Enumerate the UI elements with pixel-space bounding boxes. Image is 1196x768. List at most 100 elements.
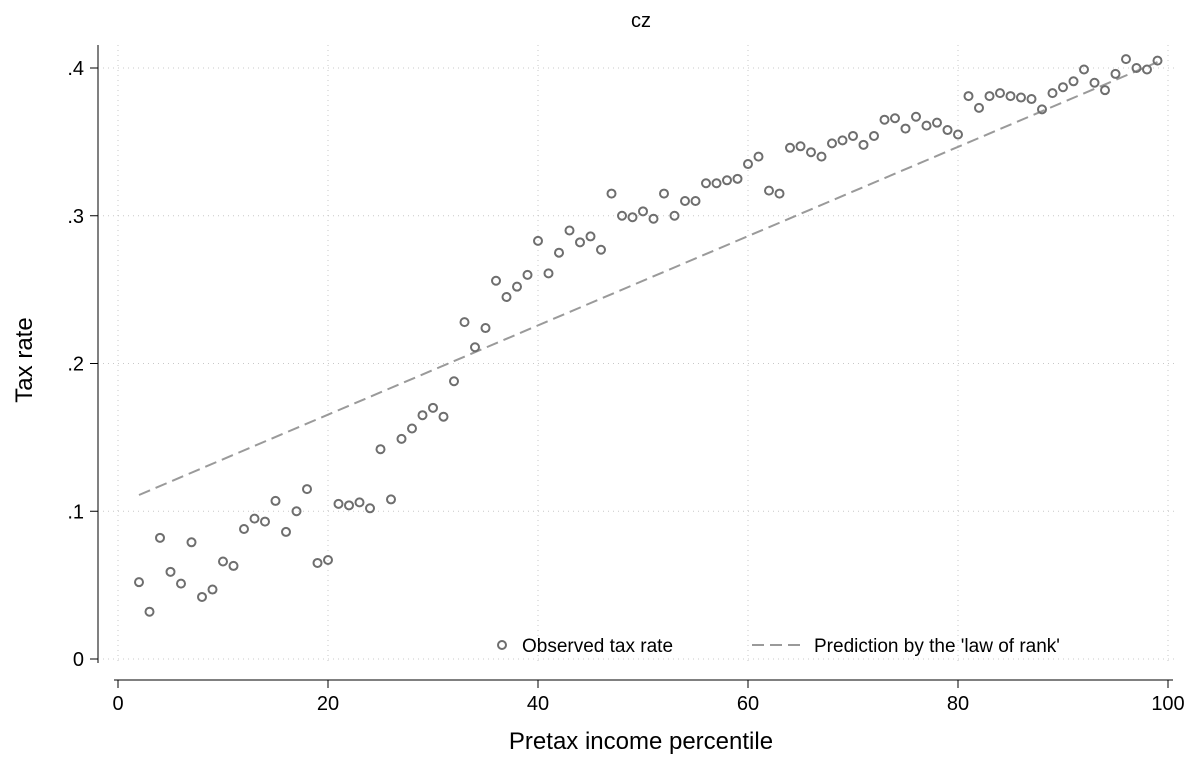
observed-point (1047, 88, 1058, 99)
observed-point (449, 376, 459, 387)
observed-point (984, 91, 995, 102)
observed-point (879, 114, 890, 125)
observed-point (806, 147, 816, 158)
observed-point (323, 555, 333, 566)
observed-point (638, 206, 648, 217)
observed-point (827, 138, 837, 149)
legend: Observed tax rate Prediction by the 'law… (497, 636, 1060, 657)
observed-point (711, 178, 722, 189)
observed-point (785, 142, 795, 153)
y-tick-label: .2 (67, 354, 84, 376)
observed-point (774, 188, 785, 199)
observed-point (627, 212, 638, 223)
observed-point (218, 556, 228, 567)
observed-point (165, 566, 176, 577)
grid-lines (103, 45, 1178, 665)
y-tick-label: 0 (73, 649, 84, 671)
observed-point (239, 523, 249, 534)
x-tick-label: 0 (112, 693, 123, 715)
observed-point (176, 578, 186, 589)
chart-title: cz (631, 10, 651, 32)
observed-point (302, 484, 312, 495)
x-tick-label: 40 (527, 693, 549, 715)
observed-point (795, 141, 806, 152)
observed-point (680, 195, 690, 206)
x-tick-label: 20 (317, 693, 339, 715)
observed-point (1142, 64, 1152, 75)
observed-point (554, 247, 564, 258)
observed-point (1016, 92, 1026, 103)
observed-point (585, 231, 596, 242)
observed-point (228, 560, 239, 571)
observed-point (858, 139, 869, 150)
observed-point (575, 237, 585, 248)
legend-marker-observed (497, 640, 507, 650)
observed-point (470, 342, 480, 353)
observed-point (701, 178, 711, 189)
observed-point (974, 102, 984, 113)
legend-label-prediction: Prediction by the 'law of rank' (814, 636, 1060, 657)
observed-point (438, 411, 449, 422)
observed-point (386, 494, 396, 505)
axes: 0 .1 .2 .3 .4 0 20 40 60 80 100 (67, 45, 1185, 715)
observed-point (428, 402, 438, 413)
observed-point (1089, 77, 1100, 88)
observed-point (753, 151, 764, 162)
observed-point (816, 151, 827, 162)
y-axis-label: Tax rate (11, 317, 38, 402)
observed-point (291, 506, 302, 517)
observed-point (501, 292, 512, 303)
observed-point (1131, 63, 1142, 73)
observed-point (890, 113, 900, 124)
observed-point (942, 125, 953, 136)
y-tick-label: .3 (67, 206, 84, 228)
observed-point (900, 123, 911, 134)
observed-point (963, 91, 974, 102)
observed-point (1068, 76, 1079, 87)
observed-point (764, 185, 774, 196)
observed-point (512, 281, 522, 292)
observed-point (186, 537, 197, 548)
observed-point (491, 275, 501, 286)
observed-point (617, 210, 627, 221)
observed-point (1079, 64, 1089, 75)
observed-point (669, 210, 680, 221)
observed-point (1005, 91, 1016, 102)
observed-point (407, 423, 417, 434)
observed-point (144, 606, 155, 617)
observed-point (249, 513, 260, 524)
x-tick-label: 80 (947, 693, 969, 715)
observed-point (564, 225, 575, 236)
observed-point (459, 317, 470, 328)
observed-point (134, 577, 144, 588)
observed-point (543, 268, 554, 279)
observed-series (134, 54, 1163, 617)
observed-point (911, 111, 921, 122)
observed-point (837, 135, 848, 146)
observed-point (155, 532, 165, 543)
observed-point (722, 175, 732, 186)
y-tick-label: .1 (67, 501, 84, 523)
observed-point (260, 516, 270, 527)
observed-point (648, 213, 659, 224)
observed-point (281, 526, 291, 537)
observed-point (270, 495, 281, 506)
observed-point (197, 591, 207, 602)
observed-point (533, 235, 543, 246)
observed-point (354, 497, 365, 508)
observed-point (869, 130, 879, 141)
observed-point (344, 500, 354, 511)
observed-point (375, 444, 386, 455)
observed-point (995, 88, 1005, 99)
observed-point (1058, 82, 1068, 93)
observed-point (1037, 104, 1047, 115)
observed-point (743, 159, 753, 170)
observed-point (480, 323, 491, 334)
observed-point (1121, 54, 1131, 65)
observed-point (921, 120, 932, 131)
observed-point (932, 117, 942, 128)
observed-point (1110, 68, 1121, 79)
observed-point (1026, 94, 1037, 105)
